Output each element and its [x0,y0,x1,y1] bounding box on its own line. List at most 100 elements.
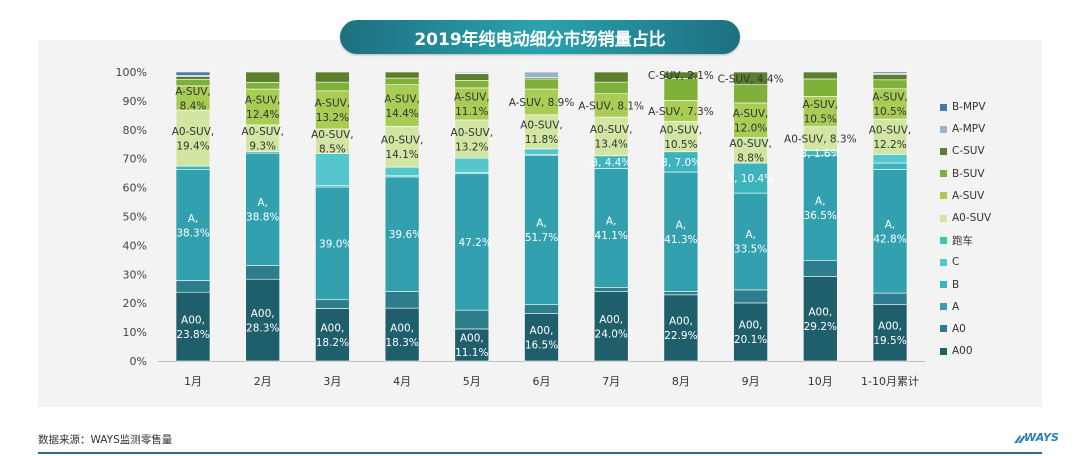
data-label: 11.1% [455,347,488,359]
data-label: B, 1.6% [800,148,841,160]
data-label: B, 4.4% [591,157,632,169]
data-label: A-SUV, [454,92,490,104]
y-tick-label: 40% [123,239,147,252]
y-tick-label: 100% [116,66,147,79]
bar-segment-a00-3 [315,308,350,362]
data-label: A-SUV, [872,92,908,104]
legend-label: A-MPV [952,123,986,136]
y-tick-label: 30% [123,268,147,281]
bar-segment-a0-9 [733,289,768,304]
bar-segment-a-5 [454,173,490,311]
x-tick-label: 3月 [323,375,341,388]
data-label: A-SUV, [802,99,838,111]
data-label: A, [257,197,268,209]
data-label: A0-SUV, [660,124,703,136]
bar-segment-a-suv-11 [872,88,908,120]
data-label: 13.2% [455,141,488,153]
bar-segment-a-6 [524,154,559,305]
bar-segment-a0-7 [593,287,629,292]
data-label: 41.1% [595,230,628,242]
data-label: A0-SUV, [241,126,284,138]
legend-swatch [940,303,947,311]
legend-label: 跑车 [952,234,973,247]
data-label: 23.8% [176,329,209,341]
data-label: A0-SUV, [520,120,563,132]
data-label: A-SUV, [384,93,420,105]
data-label: A00, [320,322,344,334]
legend-item: A00 [940,340,991,362]
data-label: A-SUV, 7.3% [648,106,714,118]
data-label: 14.1% [385,149,418,161]
y-tick-label: 0% [130,355,147,368]
bar-segment-a0-suv-1 [175,109,211,167]
legend-item: A-SUV [940,185,991,207]
legend-label: B [952,278,960,291]
bar-segment-c-suv-9 [733,71,768,86]
bar-segment-a00-9 [733,302,768,362]
legend-item: B [940,274,991,296]
data-label: 12.4% [246,109,279,121]
x-tick-label: 8月 [672,375,690,388]
bar-segment-b-11 [872,162,908,170]
bar-segment-a-9 [733,192,768,291]
bar-segment-a-mpv-6 [524,71,559,78]
bar-segment-a-11 [872,169,908,294]
data-label: A00, [530,325,554,337]
data-label: A, [536,218,547,230]
data-label: 8.5% [319,143,346,155]
bar-segment-a-2 [245,152,280,266]
bar-segment-a0-4 [384,291,420,309]
data-label: A00, [878,321,902,333]
bar-segment-b-suv-4 [384,77,420,86]
data-label: A0-SUV, 8.3% [784,134,857,146]
data-label: A00, [808,307,832,319]
bar-segment-c-suv-2 [245,71,280,83]
bar-segment-b-suv-9 [733,84,768,104]
data-label: 22.9% [664,330,697,342]
x-tick-label: 5月 [463,375,481,388]
bar-segment-a-8 [663,171,699,292]
data-label: A, [815,196,826,208]
bar-segment-c-suv-1 [175,76,211,80]
bar-segment-a00-4 [384,307,420,362]
data-label: A00, [599,314,623,326]
data-label: C-SUV, 4.4% [718,73,784,85]
data-label: A-SUV, 8.1% [578,100,644,112]
data-label: 41.3% [664,234,697,246]
data-label: 18.2% [316,337,349,349]
data-label: , 39.0% [312,238,352,250]
bar-segment-a0-2 [245,265,280,280]
y-tick-label: 80% [123,124,147,137]
y-tick-label: 70% [123,153,147,166]
data-label: A0-SUV, [381,134,424,146]
bar-segment-c-suv-3 [315,71,350,83]
data-label: 38.3% [176,227,209,239]
x-tick-label: 7月 [602,375,620,388]
legend-label: B-MPV [952,101,986,114]
brand-logo-text: WAYS [1024,431,1059,444]
legend-swatch [940,347,947,355]
bar-segment-a00-11 [872,304,908,362]
legend-swatch [940,325,947,333]
y-tick-label: 50% [123,211,147,224]
bar-segment-b-suv-3 [315,81,350,92]
data-label: A-SUV, [245,95,281,107]
data-label: 38.8% [246,212,279,224]
x-tick-label: 1-10月累计 [861,375,919,388]
legend-item: C-SUV [940,140,991,162]
data-label: 16.5% [525,339,558,351]
x-tick-label: 4月 [393,375,411,388]
bar-segment-b-mpv-11 [872,71,908,74]
data-label: 29.2% [804,321,837,333]
bar-segment-a00-1 [175,291,211,362]
bar-segment-b-mpv-5 [454,71,490,74]
legend-item: A0 [940,318,991,340]
bar-segment-c-4 [384,166,420,177]
data-label: 28.3% [246,322,279,334]
legend-swatch [940,214,947,222]
data-label: A0-SUV, [172,126,215,138]
data-label: 19.5% [873,335,906,347]
bar-segment-a00-7 [593,291,629,362]
legend-label: C [952,256,960,269]
bar-segment-b-suv-11 [872,79,908,90]
